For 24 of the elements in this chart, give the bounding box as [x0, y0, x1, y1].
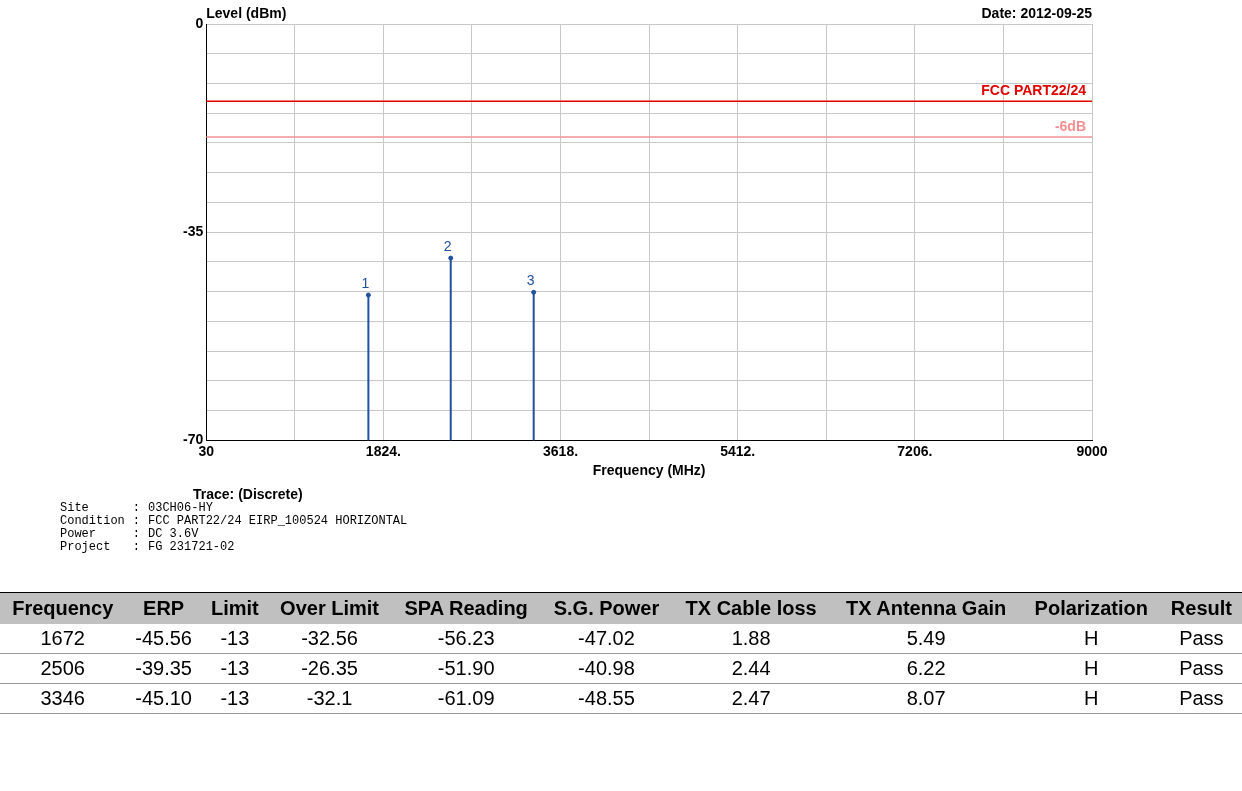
text: 3346 -45.10 -13 -32.1 -61.09 -48.55 2.47 8.07 H Pass: [40, 687, 1224, 709]
annotation: 2: [443, 237, 452, 254]
x-tick-label: 1824.: [365, 442, 401, 459]
x-tick-label: 5412.: [720, 442, 756, 459]
x-tick-label: 7206.: [897, 442, 933, 459]
text: Site : 03CH06-HY: [60, 501, 213, 515]
y-tick-label: 0: [195, 14, 204, 31]
text: Project : FG 231721-02: [60, 540, 235, 554]
y-axis-title: Level (dBm): [206, 4, 287, 21]
text: Frequency ERP Limit Over Limit SPA Reading S.G. Power TX Cable loss TX Antenna Gain Polarization Result: [12, 597, 1232, 619]
annotation: 1: [361, 274, 370, 291]
y-tick-label: -35: [183, 223, 204, 240]
annotation: 3: [526, 272, 535, 289]
text: 2506 -39.35 -13 -26.35 -51.90 -40.98 2.44 6.22 H Pass: [40, 657, 1224, 679]
text: Power : DC 3.6V: [60, 527, 199, 541]
ref-line-label: FCC PART22/24: [981, 82, 1087, 99]
text: Date: 2012-09-25: [981, 4, 1093, 21]
x-tick-label: 3618.: [543, 442, 579, 459]
ref-line-label: -6dB: [1054, 117, 1086, 134]
x-tick-label: 9000: [1076, 442, 1108, 459]
x-axis-title: Frequency (MHz): [592, 462, 706, 479]
text: Trace: (Discrete): [193, 486, 304, 502]
text: 1672 -45.56 -13 -32.56 -56.23 -47.02 1.88 5.49 H Pass: [40, 627, 1224, 649]
text: Condition : FCC PART22/24 EIRP_100524 HORIZONTAL: [60, 514, 409, 528]
